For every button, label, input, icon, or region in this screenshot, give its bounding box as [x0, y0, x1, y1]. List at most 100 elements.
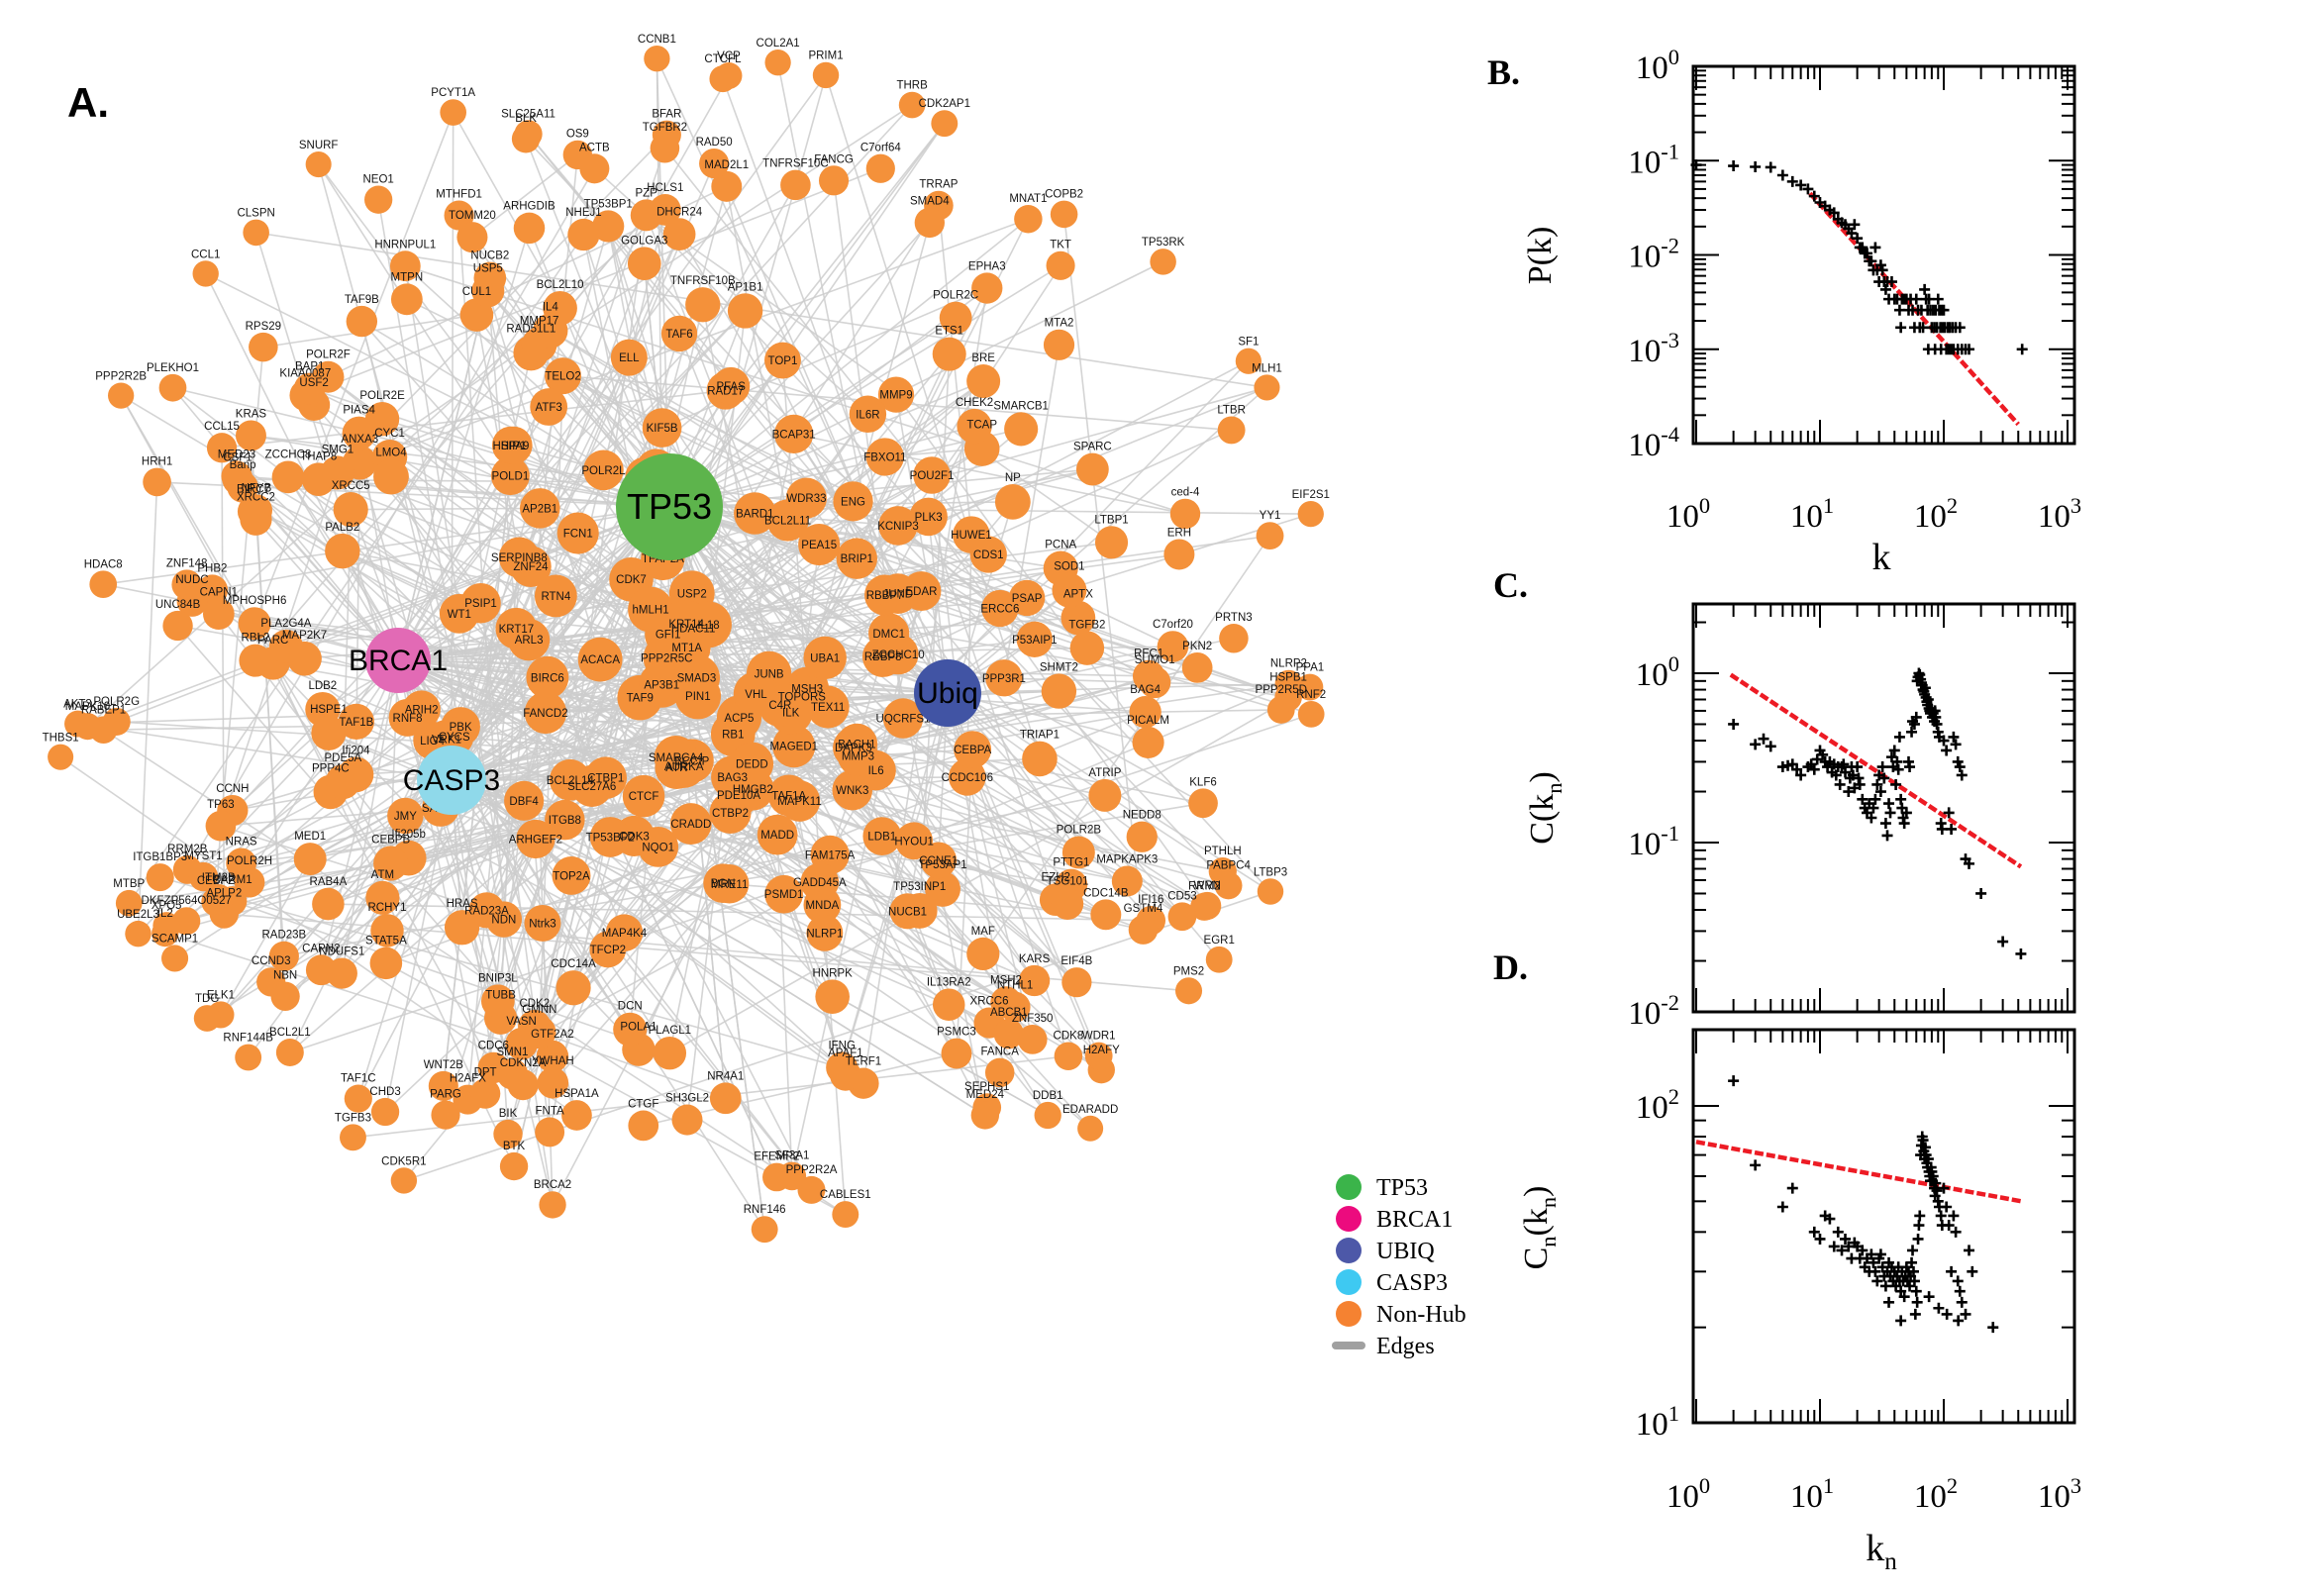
network-edge: [793, 433, 1186, 515]
network-node-label: TOP2A: [553, 870, 590, 882]
network-node-label: MLH1: [1252, 362, 1282, 374]
network-node: [993, 1018, 1025, 1049]
network-node: [344, 1084, 372, 1113]
data-point: [1808, 190, 1820, 202]
network-node: [275, 1039, 304, 1066]
network-node-label: HSPB1: [1269, 672, 1307, 684]
legend-item-label: BRCA1: [1376, 1207, 1453, 1233]
network-node-label: JUND: [882, 589, 913, 601]
network-node-label: C7orf64: [860, 143, 902, 154]
network-node: [48, 744, 74, 770]
data-point: [1888, 745, 1900, 756]
network-node: [727, 293, 763, 329]
network-node-label: ATM: [371, 869, 394, 881]
network-node: [152, 912, 180, 940]
data-point: [1927, 1170, 1939, 1182]
network-node: [757, 814, 798, 855]
network-node: [672, 653, 721, 702]
network-node: [939, 301, 972, 335]
network-node: [146, 863, 174, 892]
network-node-label: Ifi205b: [391, 829, 426, 841]
network-node-label: RFC1: [1134, 648, 1163, 660]
network-node: [1088, 778, 1122, 812]
network-node: [622, 774, 665, 818]
network-node-label: MED24: [966, 1089, 1005, 1101]
network-node-label: MED23: [218, 449, 255, 460]
network-node-label: XRCC6: [970, 996, 1009, 1008]
network-node-label: PPP2R5C: [641, 652, 692, 664]
network-node-label: DAPK3: [835, 743, 872, 754]
network-node: [561, 1100, 592, 1131]
network-node-label: RNF146: [744, 1204, 786, 1216]
data-point: [1824, 1213, 1836, 1225]
network-node: [490, 456, 530, 496]
network-node-label: TOPORS: [778, 692, 827, 704]
network-node: [1050, 200, 1078, 229]
network-edge: [341, 659, 399, 974]
network-node: [1060, 600, 1096, 636]
network-node-label: CDC14B: [1083, 887, 1129, 899]
network-node-label: RAD50: [696, 137, 733, 149]
network-edge: [646, 214, 1112, 544]
data-point: [1758, 733, 1769, 745]
y-axis-title: Cn(kn): [1518, 1186, 1561, 1270]
network-edge: [726, 186, 1103, 1070]
network-node-label: IL18: [697, 620, 719, 632]
network-panel: MPHOSPH6 POLR2F POLR2C POLR2B POLR2E POLR2G PO…: [43, 34, 1465, 1359]
network-node-label: PPA1: [1296, 662, 1325, 674]
data-point: [1946, 823, 1958, 835]
data-point: [1898, 1291, 1910, 1303]
network-node-label: TP53BP1: [584, 198, 633, 210]
data-point: [1866, 1248, 1877, 1260]
network-edge: [948, 535, 1271, 1006]
network-node-label: FANCG: [814, 153, 854, 165]
data-point: [1854, 778, 1866, 790]
network-node-label: HSPA1A: [555, 1088, 599, 1100]
hub-node-CASP3: [417, 746, 486, 815]
network-node-label: IL4: [543, 301, 559, 313]
data-point: [1852, 761, 1864, 773]
network-node-label: BCL2L11: [764, 516, 811, 528]
network-edge: [668, 317, 957, 508]
network-node: [504, 780, 545, 821]
data-point: [1908, 718, 1920, 730]
data-point: [1750, 739, 1762, 750]
network-node-label: TAF1A: [771, 790, 806, 802]
network-node: [1018, 964, 1051, 997]
network-node: [537, 1066, 569, 1099]
network-node-label: CUL1: [462, 286, 491, 298]
network-node: [798, 523, 841, 566]
network-node: [1205, 946, 1233, 973]
network-edge: [685, 386, 1267, 625]
plot-frame: [1691, 64, 2076, 446]
network-node: [1254, 374, 1280, 401]
network-node-label: EZH2: [1042, 871, 1070, 883]
network-node-label: DEDD: [736, 758, 768, 770]
network-node: [1235, 348, 1262, 374]
data-point: [1728, 718, 1740, 730]
network-node-label: SLC25A11: [501, 108, 556, 120]
network-node-label: MSH2: [990, 974, 1022, 986]
network-node: [865, 153, 895, 183]
network-node-label: WDR33: [786, 493, 826, 505]
network-node-label: TELO2: [545, 371, 580, 383]
network-node-label: CTBP1: [587, 773, 624, 785]
network-node-label: ELL: [619, 352, 640, 364]
network-node: [932, 988, 965, 1021]
data-point: [1795, 769, 1807, 781]
data-point: [1911, 1296, 1923, 1308]
network-node-label: TFCP2: [590, 945, 626, 956]
network-node: [365, 880, 400, 915]
network-node: [1022, 741, 1058, 777]
network-node-label: WNK3: [836, 785, 868, 797]
network-node-label: ERCC6: [980, 604, 1019, 616]
network-node: [193, 1005, 221, 1032]
network-node-label: ELK1: [207, 989, 235, 1001]
network-node-label: HRH1: [142, 456, 172, 468]
network-edge: [220, 858, 311, 1016]
network-node-label: GTF2A2: [531, 1029, 573, 1041]
data-point: [1964, 1245, 1975, 1256]
data-point: [1956, 1296, 1968, 1308]
network-node-label: PSAP: [1012, 593, 1043, 605]
network-node-label: PABPC4: [1206, 860, 1251, 872]
